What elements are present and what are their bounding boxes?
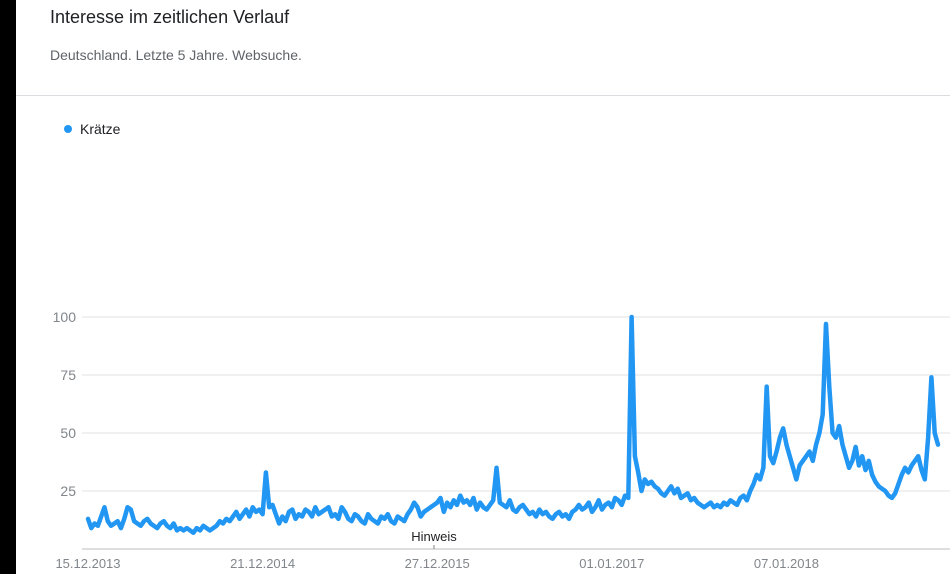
legend[interactable]: Krätze: [64, 121, 120, 137]
hinweis-label[interactable]: Hinweis: [411, 529, 457, 544]
divider: [16, 95, 950, 96]
chart-subtitle: Deutschland. Letzte 5 Jahre. Websuche.: [50, 47, 302, 63]
x-tick-label: 27.12.2015: [405, 556, 470, 571]
chart-title: Interesse im zeitlichen Verlauf: [50, 7, 290, 27]
line-chart[interactable]: 25 50 75 100 15.12.2013 21.12.2014 27.12.2015…: [16, 0, 950, 574]
x-tick-label: 01.01.2017: [579, 556, 644, 571]
annotation-layer: Hinweis: [411, 529, 457, 549]
chart-card: Interesse im zeitlichen Verlauf Deutschl…: [16, 0, 950, 574]
y-tick-label: 100: [53, 309, 77, 325]
x-tick-label: 21.12.2014: [230, 556, 295, 571]
gridlines: [82, 316, 950, 550]
series-line-kraetze[interactable]: [85, 314, 941, 536]
legend-label: Krätze: [80, 121, 121, 137]
y-tick-label: 50: [60, 425, 76, 441]
x-axis: 15.12.2013 21.12.2014 27.12.2015 01.01.2017…: [55, 556, 819, 571]
series-layer: [85, 314, 941, 536]
x-tick-label: 15.12.2013: [55, 556, 120, 571]
y-tick-label: 25: [60, 483, 76, 499]
x-tick-label: 07.01.2018: [754, 556, 819, 571]
legend-dot-icon: [64, 125, 72, 133]
y-axis: 25 50 75 100: [53, 309, 77, 499]
y-tick-label: 75: [60, 367, 76, 383]
